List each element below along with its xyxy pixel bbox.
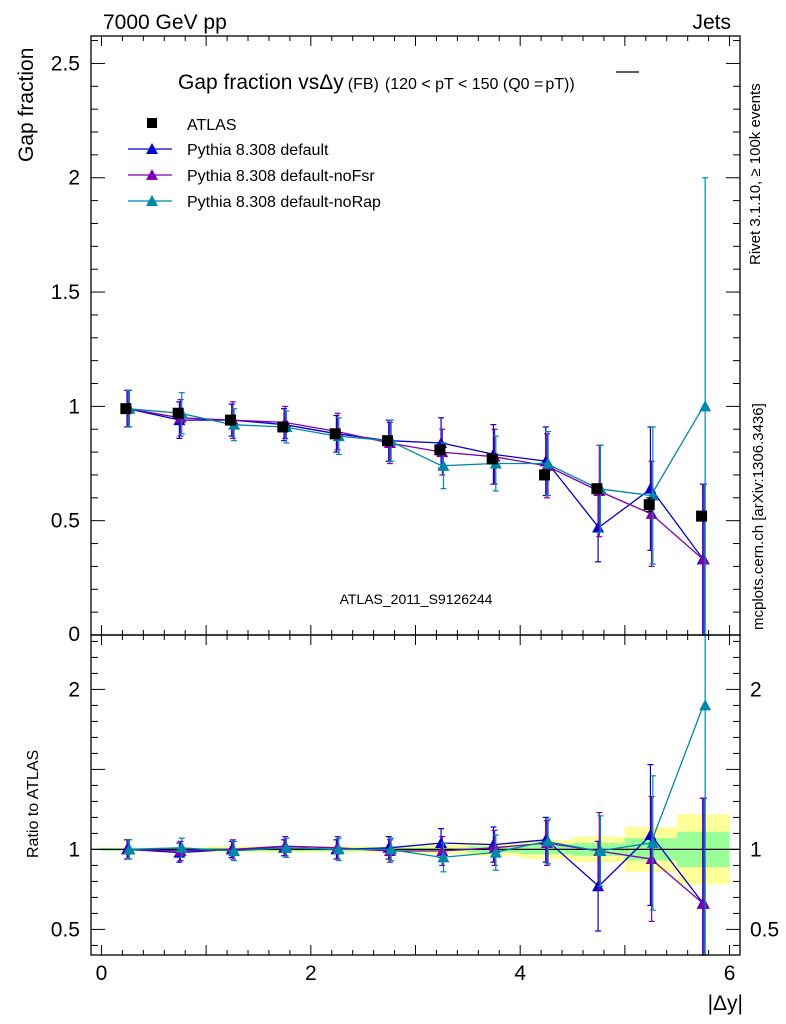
legend-label-atlas: ATLAS	[187, 117, 237, 134]
data-point-noRap	[123, 843, 136, 855]
x-tick-label: 6	[724, 962, 736, 985]
data-point-default	[592, 521, 605, 533]
ratio-bands	[91, 814, 740, 885]
legend-marker-norap	[146, 195, 158, 206]
mcplots-label: mcplots.cern.ch [arXiv:1306.3436]	[750, 403, 767, 630]
rivet-label: Rivet 3.1.10, ≥ 100k events	[747, 83, 764, 265]
data-point-noRap	[175, 841, 188, 853]
legend-label-nofsr: Pythia 8.308 default-noFsr	[187, 168, 375, 185]
data-point-noFsr	[645, 853, 658, 864]
legend-item-norap: Pythia 8.308 default-noRap	[128, 194, 381, 211]
data-point-atlas	[434, 444, 446, 456]
legend: ATLAS Pythia 8.308 default Pythia 8.308 …	[128, 117, 381, 211]
data-point-atlas	[120, 403, 132, 415]
ratio-y-tick-label-right: 0.5	[750, 918, 779, 941]
legend-marker-default	[146, 143, 158, 154]
data-point-noRap	[699, 699, 712, 711]
header-left: 7000 GeV pp	[103, 11, 227, 34]
header-right: Jets	[692, 11, 731, 34]
main-y-tick-label-zero: 0	[68, 623, 80, 646]
main-y-tick-label: 1	[68, 395, 80, 418]
data-point-noRap	[489, 846, 502, 858]
data-point-atlas	[643, 499, 655, 511]
ratio-y-tick-label-left: 2	[68, 678, 80, 701]
ratio-y-label: Ratio to ATLAS	[25, 750, 42, 858]
legend-marker-atlas	[147, 118, 157, 128]
series-line-noFsr	[127, 842, 704, 905]
legend-marker-nofsr	[146, 169, 158, 180]
main-y-tick-label: 0.5	[51, 510, 80, 533]
data-point-noRap	[646, 837, 659, 848]
series-line-noRap	[127, 705, 705, 859]
data-point-atlas	[591, 483, 603, 495]
data-point-atlas	[696, 510, 708, 522]
data-point-noFsr	[697, 897, 710, 909]
analysis-watermark: ATLAS_2011_S9126244	[340, 591, 493, 607]
series-line-noRap	[127, 406, 704, 497]
x-tick-label: 4	[514, 962, 526, 985]
main-y-label: Gap fraction	[15, 48, 38, 162]
data-point-noRap	[437, 459, 450, 471]
data-point-noFsr	[697, 553, 710, 565]
series-line-noFsr	[127, 408, 704, 561]
data-point-atlas	[225, 414, 237, 426]
ratio-y-tick-label-right: 2	[750, 678, 762, 701]
title-main: Gap fraction vsΔy	[178, 71, 344, 94]
axes: 0 2 4 6 0.5 1 1.5 2 2.5 0 0.5 0.5 1 1 2 2	[51, 35, 779, 985]
x-tick-label: 2	[305, 962, 317, 985]
data-point-noRap	[542, 835, 555, 847]
main-y-tick-label: 1.5	[51, 281, 80, 304]
ratio-y-tick-label-left: 0.5	[51, 918, 80, 941]
data-point-noFsr	[645, 507, 658, 519]
data-point-noRap	[280, 841, 293, 853]
data-point-atlas	[539, 469, 551, 481]
data-point-atlas	[329, 428, 341, 440]
legend-item-atlas: ATLAS	[147, 117, 237, 134]
ratio-y-tick-label-left: 1	[68, 838, 80, 861]
data-point-noRap	[385, 843, 398, 855]
data-point-noRap	[228, 845, 241, 856]
ratio-y-tick-label-right: 1	[750, 838, 762, 861]
data-point-atlas	[382, 435, 394, 447]
title-close: ))	[564, 76, 575, 93]
main-title: Gap fraction vsΔy (FB) (120 < pT < 150 (Q0…	[178, 71, 575, 94]
legend-label-norap: Pythia 8.308 default-noRap	[187, 194, 381, 211]
data-point-noRap	[437, 851, 450, 863]
data-point-atlas	[486, 453, 498, 465]
data-point-noRap	[699, 400, 712, 412]
series-line-default	[127, 408, 704, 560]
data-point-noRap	[594, 845, 607, 856]
data-point-noRap	[332, 843, 345, 855]
title-q0: pT	[545, 76, 564, 93]
x-tick-label: 0	[96, 962, 108, 985]
title-fb: (FB)	[348, 76, 379, 93]
legend-item-default: Pythia 8.308 default	[128, 142, 329, 159]
title-range: (120 < pT < 150 (Q0 =	[385, 76, 543, 93]
legend-label-default: Pythia 8.308 default	[187, 142, 329, 159]
data-point-noFsr	[436, 845, 449, 856]
main-y-tick-label: 2	[68, 167, 80, 190]
data-point-atlas	[172, 407, 184, 419]
main-y-tick-label: 2.5	[51, 52, 80, 75]
legend-item-nofsr: Pythia 8.308 default-noFsr	[128, 168, 375, 185]
data-point-atlas	[277, 421, 289, 433]
data-point-noRap	[542, 457, 555, 469]
x-axis-label: |Δy|	[708, 992, 743, 1015]
ratio-plot-frame	[90, 634, 741, 956]
